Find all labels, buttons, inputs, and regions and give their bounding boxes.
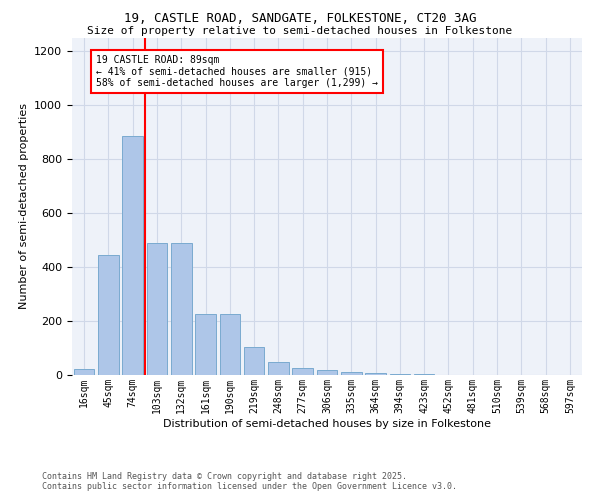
Bar	[195, 314, 216, 375]
Bar	[414, 374, 434, 375]
Bar	[98, 256, 119, 375]
X-axis label: Distribution of semi-detached houses by size in Folkestone: Distribution of semi-detached houses by …	[163, 418, 491, 428]
Bar	[317, 370, 337, 375]
Bar	[244, 347, 265, 375]
Bar	[74, 369, 94, 375]
Text: Contains HM Land Registry data © Crown copyright and database right 2025.
Contai: Contains HM Land Registry data © Crown c…	[42, 472, 457, 491]
Bar	[146, 242, 167, 375]
Bar	[122, 136, 143, 375]
Bar	[292, 368, 313, 375]
Y-axis label: Number of semi-detached properties: Number of semi-detached properties	[19, 104, 29, 309]
Bar	[268, 362, 289, 375]
Bar	[220, 314, 240, 375]
Bar	[341, 372, 362, 375]
Text: Size of property relative to semi-detached houses in Folkestone: Size of property relative to semi-detach…	[88, 26, 512, 36]
Text: 19, CASTLE ROAD, SANDGATE, FOLKESTONE, CT20 3AG: 19, CASTLE ROAD, SANDGATE, FOLKESTONE, C…	[124, 12, 476, 26]
Text: 19 CASTLE ROAD: 89sqm
← 41% of semi-detached houses are smaller (915)
58% of sem: 19 CASTLE ROAD: 89sqm ← 41% of semi-deta…	[96, 55, 378, 88]
Bar	[171, 242, 191, 375]
Bar	[365, 373, 386, 375]
Bar	[389, 374, 410, 375]
